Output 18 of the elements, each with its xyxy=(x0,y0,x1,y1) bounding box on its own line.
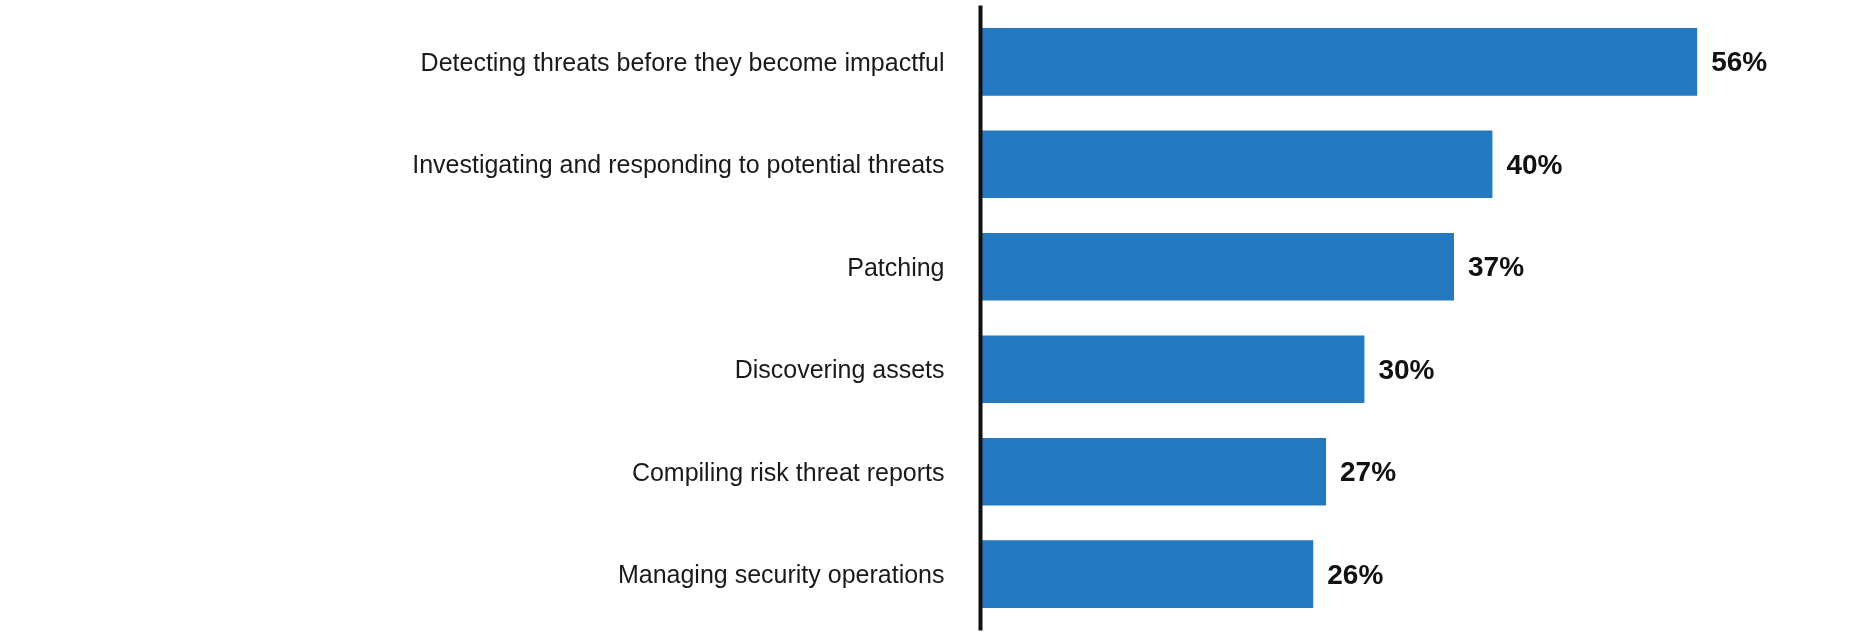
data-label: 27% xyxy=(1340,456,1397,488)
bar xyxy=(980,130,1493,199)
bar xyxy=(980,232,1455,301)
bar xyxy=(980,335,1365,404)
data-label: 40% xyxy=(1506,148,1563,180)
y-tick-label: Discovering assets xyxy=(734,355,945,384)
y-tick-label: Compiling risk threat reports xyxy=(631,457,945,486)
y-tick-label: Investigating and responding to potential threats xyxy=(412,150,945,179)
bar xyxy=(980,28,1698,96)
bar xyxy=(980,437,1327,506)
y-tick-label: Patching xyxy=(847,252,945,281)
data-label: 56% xyxy=(1711,46,1768,78)
data-label: 26% xyxy=(1327,558,1384,590)
y-tick-label: Managing security operations xyxy=(617,560,945,589)
data-label: 37% xyxy=(1468,251,1525,283)
y-tick-label: Detecting threats before they become impactful xyxy=(420,47,945,76)
data-label: 30% xyxy=(1378,353,1435,385)
bar xyxy=(980,540,1314,608)
